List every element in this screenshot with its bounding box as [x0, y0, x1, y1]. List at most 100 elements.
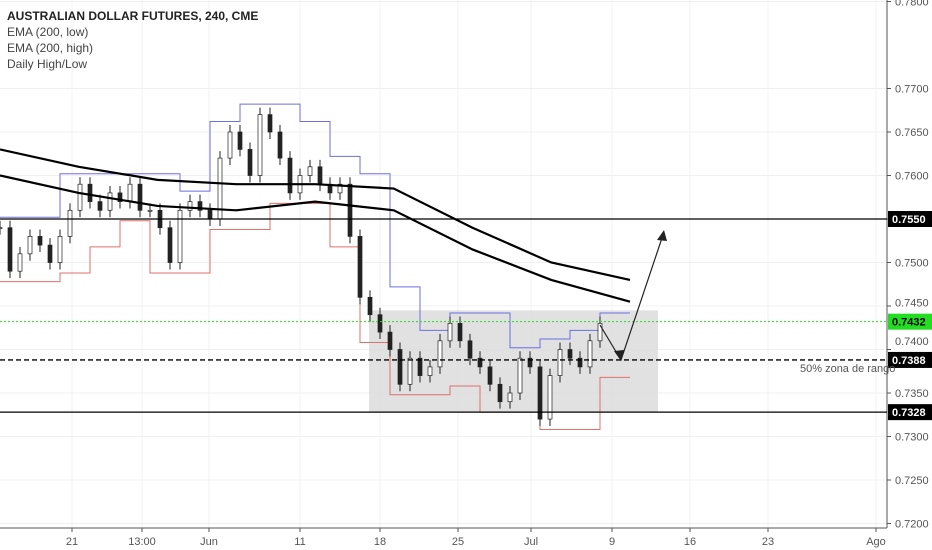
candle-body: [227, 131, 233, 159]
price-level-label: 0.7388: [892, 355, 926, 367]
candle-body: [437, 340, 443, 368]
candle-body: [587, 340, 593, 368]
candle-body: [27, 236, 33, 255]
candle-body: [557, 349, 563, 376]
y-tick-label: 0.7600: [895, 171, 929, 183]
candle-body: [397, 349, 403, 385]
candle-body: [267, 114, 273, 133]
candle-body: [487, 366, 493, 385]
candle-body: [237, 131, 243, 150]
x-tick-label: 13:00: [128, 536, 156, 548]
candle-body: [107, 192, 113, 211]
candle-body: [7, 227, 13, 272]
y-tick-label: 0.7800: [895, 0, 929, 9]
arrow-head-icon: [657, 230, 667, 241]
candle-body: [177, 209, 183, 263]
candle-body: [337, 183, 343, 194]
legend-ema-low: EMA (200, low): [7, 25, 89, 39]
candle-body: [287, 157, 293, 194]
price-label-bg: [888, 404, 932, 421]
price-label-bg: [888, 211, 932, 227]
x-tick-label: 16: [684, 536, 696, 548]
candle-body: [517, 357, 523, 394]
x-tick-label: Jun: [200, 536, 218, 548]
candle-body: [317, 166, 323, 185]
x-tick-label: Ago: [866, 536, 886, 548]
legend: AUSTRALIAN DOLLAR FUTURES, 240, CME EMA …: [7, 8, 258, 72]
candle-body: [0, 227, 3, 230]
candle-body: [537, 366, 543, 420]
y-tick-label: 0.7300: [895, 432, 929, 444]
y-tick-label: 0.7400: [895, 336, 929, 348]
y-tick-label: 0.7250: [895, 475, 929, 487]
candle-body: [347, 183, 353, 237]
range-midpoint-note: 50% zona de rango: [800, 363, 895, 375]
legend-daily-hl: Daily High/Low: [7, 57, 88, 71]
x-tick-label: 23: [762, 536, 774, 548]
candle-body: [187, 201, 193, 211]
x-tick-label: 21: [66, 536, 78, 548]
candle-body: [497, 383, 503, 403]
y-tick-label: 0.7500: [895, 258, 929, 270]
candle-body: [167, 227, 173, 263]
candle-body: [357, 236, 363, 298]
candle-body: [47, 244, 53, 263]
candle-body: [127, 183, 133, 202]
price-level-label: 0.7550: [892, 214, 926, 226]
candle-body: [147, 209, 153, 212]
candle-body: [527, 357, 533, 368]
candle-body: [277, 131, 283, 159]
price-level-label: 0.7328: [892, 407, 926, 419]
candle-body: [457, 323, 463, 342]
candle-body: [387, 331, 393, 350]
candle-body: [377, 314, 383, 333]
daily-high-line: [0, 103, 630, 349]
candle-body: [477, 357, 483, 368]
candle-body: [577, 357, 583, 368]
candle-body: [87, 183, 93, 202]
candle-body: [137, 183, 143, 211]
y-tick-label: 0.7200: [895, 519, 929, 531]
chart-title: AUSTRALIAN DOLLAR FUTURES, 240, CME: [7, 9, 259, 23]
x-tick-label: 9: [609, 536, 615, 548]
candle-body: [427, 366, 433, 376]
candle-body: [57, 236, 63, 263]
candle-body: [257, 114, 263, 176]
candle-body: [417, 357, 423, 376]
candle-body: [407, 357, 413, 385]
ema-200-low-line: [0, 148, 631, 281]
candle-body: [367, 296, 373, 316]
candle-body: [17, 253, 23, 272]
candle-body: [447, 323, 453, 342]
candle-body: [507, 392, 513, 403]
price-level-label: 0.7432: [892, 317, 926, 329]
x-tick-label: Jul: [524, 536, 538, 548]
candle-body: [77, 183, 83, 211]
x-tick-label: 25: [452, 536, 464, 548]
candle-body: [67, 209, 73, 237]
candle-body: [567, 349, 573, 359]
candle-body: [207, 209, 213, 220]
range-box: [369, 310, 658, 413]
price-label-bg: [888, 351, 932, 368]
candle-body: [97, 201, 103, 211]
candle-body: [197, 201, 203, 211]
x-tick-label: 11: [294, 536, 305, 548]
candle-body: [547, 375, 553, 420]
candle-body: [247, 149, 253, 176]
price-label-bg: [888, 313, 932, 330]
y-tick-label: 0.7350: [895, 388, 929, 400]
x-tick-label: 18: [374, 536, 386, 548]
legend-ema-high: EMA (200, high): [7, 41, 94, 55]
candle-body: [117, 192, 123, 202]
candle-body: [597, 323, 603, 342]
candle-body: [467, 340, 473, 359]
y-tick-label: 0.7650: [895, 127, 929, 139]
candle-body: [37, 236, 43, 246]
y-tick-label: 0.7700: [895, 84, 929, 96]
candle-body: [307, 166, 313, 176]
ema-200-high-line: [0, 174, 631, 303]
arrow-head-icon: [614, 350, 624, 361]
